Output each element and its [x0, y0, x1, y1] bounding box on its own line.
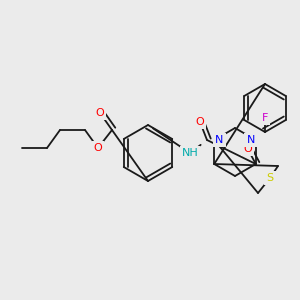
Text: S: S: [266, 173, 274, 183]
Text: O: O: [196, 117, 204, 127]
Text: N: N: [215, 135, 224, 145]
Text: O: O: [96, 108, 104, 118]
Text: N: N: [247, 135, 255, 145]
Text: F: F: [262, 113, 268, 123]
Text: NH: NH: [182, 148, 198, 158]
Text: O: O: [94, 143, 102, 153]
Text: O: O: [243, 144, 252, 154]
